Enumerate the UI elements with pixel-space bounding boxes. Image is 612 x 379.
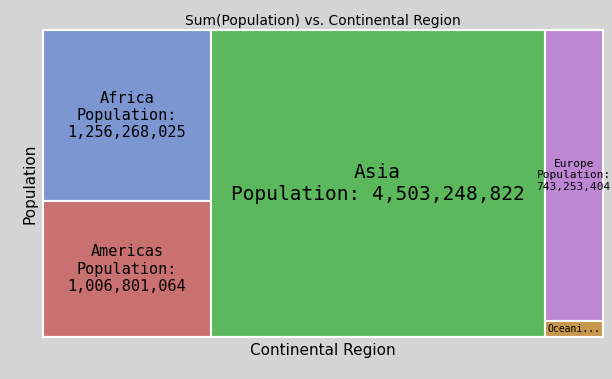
Bar [545,321,603,337]
Bar [211,30,545,337]
Text: Oceani...: Oceani... [547,324,600,334]
Text: Europe
Population:
743,253,404: Europe Population: 743,253,404 [537,159,611,192]
Text: Africa
Population:
1,256,268,025: Africa Population: 1,256,268,025 [67,91,186,141]
X-axis label: Continental Region: Continental Region [250,343,395,358]
Bar [43,30,211,201]
Y-axis label: Population: Population [22,144,37,224]
Bar [43,201,211,337]
Bar [545,30,603,321]
Title: Sum(Population) vs. Continental Region: Sum(Population) vs. Continental Region [185,14,461,28]
Text: Americas
Population:
1,006,801,064: Americas Population: 1,006,801,064 [67,244,186,294]
Text: Asia
Population: 4,503,248,822: Asia Population: 4,503,248,822 [231,163,524,204]
